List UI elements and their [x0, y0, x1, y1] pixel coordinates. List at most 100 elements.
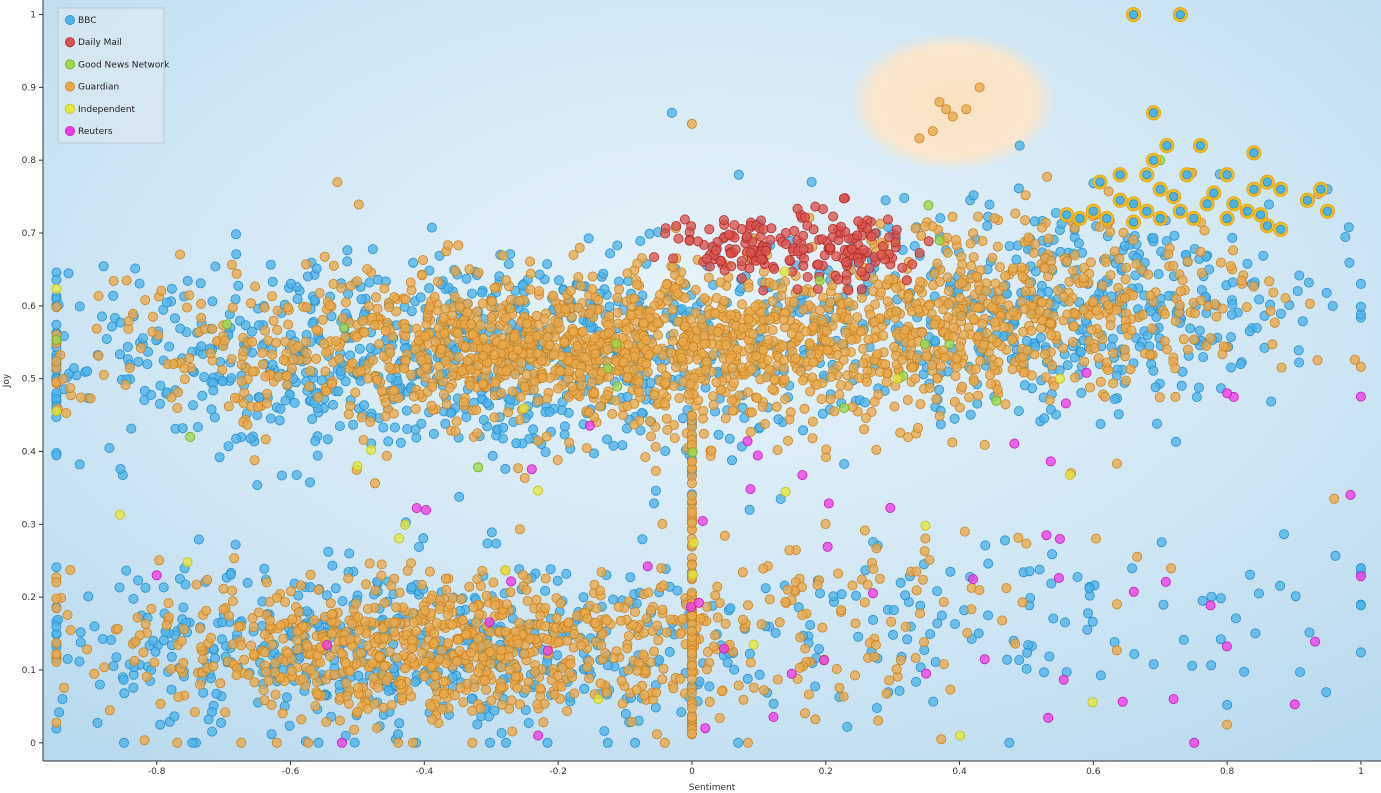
data-point-guardian — [1280, 293, 1291, 304]
data-point-guardian — [302, 641, 313, 652]
data-point-guardian — [997, 615, 1008, 626]
data-point-guardian — [426, 701, 437, 712]
data-point-guardian — [1108, 378, 1119, 389]
data-point-bbc — [1014, 140, 1025, 151]
data-point-guardian — [262, 388, 273, 399]
data-point-guardian — [1069, 321, 1080, 332]
data-point-guardian — [564, 437, 575, 448]
data-point-guardian — [987, 302, 998, 313]
data-point-guardian — [172, 402, 183, 413]
data-point-bbc — [386, 372, 397, 383]
data-point-guardian — [649, 390, 660, 401]
data-point-guardian — [179, 363, 190, 374]
data-point-guardian — [650, 441, 661, 452]
data-point-guardian — [662, 424, 673, 435]
data-point-bbc — [935, 419, 946, 430]
data-point-bbc — [275, 403, 286, 414]
data-point-guardian — [112, 623, 123, 634]
data-point-bbc — [115, 317, 126, 328]
data-point-bbc — [637, 534, 648, 545]
data-point-guardian — [355, 648, 366, 659]
data-point-bbc — [142, 359, 153, 370]
data-point-guardian — [615, 615, 626, 626]
data-point-guardian — [831, 664, 842, 675]
data-point-guardian — [352, 706, 363, 717]
data-point-guardian — [277, 708, 288, 719]
data-point-guardian — [76, 392, 87, 403]
data-point-guardian — [436, 645, 447, 656]
data-point-guardian — [380, 411, 391, 422]
data-point-guardian — [1111, 645, 1122, 656]
data-point-guardian — [1170, 391, 1181, 402]
data-point-bbc — [401, 405, 412, 416]
data-point-bbc — [1194, 325, 1205, 336]
data-point-guardian — [695, 613, 706, 624]
data-point-guardian — [667, 304, 678, 315]
data-point-guardian — [384, 646, 395, 657]
data-point-guardian — [629, 398, 640, 409]
data-point-guardian — [790, 353, 801, 364]
data-point-guardian — [816, 394, 827, 405]
data-point-guardian — [882, 296, 893, 307]
data-point-guardian — [780, 394, 791, 405]
data-point-guardian — [426, 661, 437, 672]
data-point-bbc — [545, 564, 556, 575]
data-point-guardian — [266, 639, 277, 650]
data-point-bbc — [1304, 627, 1315, 638]
data-point-guardian — [242, 419, 253, 430]
data-point-guardian — [239, 654, 250, 665]
data-point-guardian — [384, 362, 395, 373]
data-point-guardian — [874, 573, 885, 584]
data-point-bbc — [1275, 580, 1286, 591]
data-point-guardian — [168, 359, 179, 370]
data-point-guardian — [343, 573, 354, 584]
data-point-bbc — [733, 737, 744, 748]
data-point-guardian — [1178, 334, 1189, 345]
data-point-guardian — [349, 724, 360, 735]
data-point-guardian — [362, 373, 373, 384]
data-point-guardian — [441, 584, 452, 595]
data-point-guardian — [537, 372, 548, 383]
data-point-guardian — [324, 651, 335, 662]
data-point-guardian — [395, 679, 406, 690]
data-point-bbc — [1048, 613, 1059, 624]
data-point-guardian — [391, 653, 402, 664]
data-point-guardian — [285, 586, 296, 597]
data-point-guardian — [313, 392, 324, 403]
data-point-guardian — [708, 399, 719, 410]
data-point-bbc — [259, 563, 270, 574]
data-point-bbc — [644, 228, 655, 239]
data-point-guardian — [869, 396, 880, 407]
data-point-bbc — [478, 414, 489, 425]
data-point-bbc — [424, 283, 435, 294]
data-point-bbc — [1019, 380, 1030, 391]
data-point-guardian — [774, 617, 785, 628]
data-point-bbc — [1000, 535, 1011, 546]
data-point-bbc — [1044, 651, 1055, 662]
data-point-guardian — [680, 321, 691, 332]
data-point-guardian — [1241, 302, 1252, 313]
data-point-guardian — [587, 271, 598, 282]
data-point-guardian — [649, 646, 660, 657]
data-point-guardian — [325, 598, 336, 609]
data-point-guardian — [737, 567, 748, 578]
data-point-guardian — [442, 610, 453, 621]
data-point-bbc — [311, 263, 322, 274]
data-point-guardian — [956, 277, 967, 288]
data-point-bbc — [1077, 324, 1088, 335]
data-point-guardian — [933, 297, 944, 308]
data-point-guardian — [783, 435, 794, 446]
data-point-guardian — [369, 698, 380, 709]
data-point-guardian — [310, 701, 321, 712]
data-point-bbc — [406, 306, 417, 317]
data-point-guardian — [1121, 375, 1132, 386]
data-point-bbc — [500, 737, 511, 748]
data-point-guardian — [402, 565, 413, 576]
data-point-guardian — [381, 675, 392, 686]
data-point-guardian — [632, 279, 643, 290]
data-point-guardian — [466, 319, 477, 330]
data-point-guardian — [686, 728, 697, 739]
data-point-bbc — [528, 424, 539, 435]
data-point-bbc — [583, 233, 594, 244]
